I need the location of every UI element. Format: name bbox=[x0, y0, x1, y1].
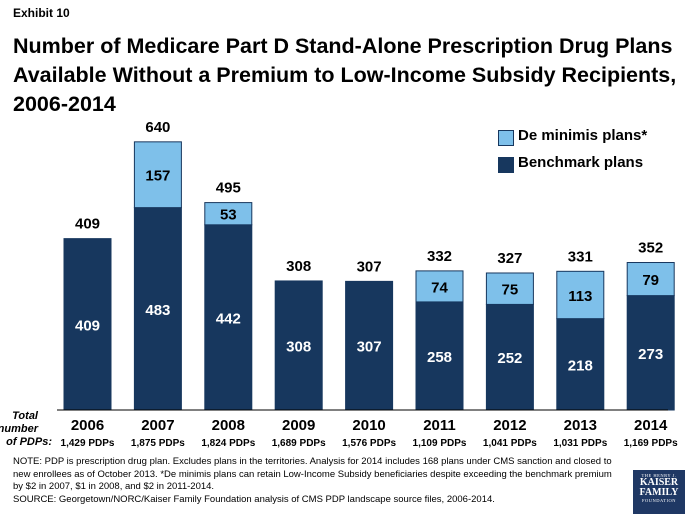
tick-label-2006: 2006 bbox=[71, 417, 104, 434]
labels-group: 409 409 2006 1,429 PDPs 483 157 640 2007 1,875 P… bbox=[61, 119, 679, 449]
bar-benchmark-2014 bbox=[626, 295, 675, 411]
label-benchmark-2007: 483 bbox=[145, 302, 170, 319]
label-de-minimis-2008: 53 bbox=[220, 207, 237, 224]
footnote-note: NOTE: PDP is prescription drug plan. Exc… bbox=[13, 456, 612, 492]
stacked-bar-chart: 409 409 2006 1,429 PDPs 483 157 640 2007 1,875 P… bbox=[0, 119, 679, 449]
label-benchmark-2006: 409 bbox=[75, 317, 100, 334]
label-pdps-2006: 1,429 PDPs bbox=[61, 438, 115, 449]
total-label-line2: number bbox=[0, 423, 39, 435]
legend-label-benchmark: Benchmark plans bbox=[518, 154, 644, 171]
bar-de-minimis-2012 bbox=[485, 272, 534, 305]
bar-benchmark-2008 bbox=[204, 224, 253, 411]
chart-title: Number of Medicare Part D Stand-Alone Pr… bbox=[13, 34, 677, 116]
label-pdps-2013: 1,031 PDPs bbox=[553, 438, 607, 449]
label-de-minimis-2012: 75 bbox=[502, 282, 519, 299]
label-benchmark-2011: 258 bbox=[427, 349, 452, 366]
logo-line2b: FAMILY bbox=[639, 487, 679, 498]
label-total-2011: 332 bbox=[427, 248, 452, 265]
kff-logo: THE HENRY J. KAISER FAMILY FOUNDATION bbox=[633, 470, 685, 514]
label-total-2010: 307 bbox=[357, 258, 382, 275]
label-benchmark-2012: 252 bbox=[497, 350, 522, 367]
label-benchmark-2014: 273 bbox=[638, 346, 663, 363]
label-total-2006: 409 bbox=[75, 216, 100, 233]
label-pdps-2012: 1,041 PDPs bbox=[483, 438, 537, 449]
label-total-2014: 352 bbox=[638, 240, 663, 257]
tick-label-2013: 2013 bbox=[564, 417, 597, 434]
tick-label-2012: 2012 bbox=[493, 417, 526, 434]
tick-label-2008: 2008 bbox=[212, 417, 245, 434]
legend-label-de-minimis: De minimis plans* bbox=[518, 127, 648, 144]
label-de-minimis-2013: 113 bbox=[568, 288, 592, 305]
label-pdps-2010: 1,576 PDPs bbox=[342, 438, 396, 449]
label-de-minimis-2014: 79 bbox=[642, 272, 659, 289]
total-label-line3: of PDPs: bbox=[6, 436, 52, 448]
total-label-line1: Total bbox=[12, 410, 39, 422]
label-benchmark-2010: 307 bbox=[357, 339, 382, 356]
label-pdps-2007: 1,875 PDPs bbox=[131, 438, 185, 449]
label-pdps-2008: 1,824 PDPs bbox=[201, 438, 255, 449]
legend-swatch-benchmark bbox=[498, 157, 514, 173]
bar-de-minimis-2011 bbox=[415, 270, 464, 303]
label-total-2007: 640 bbox=[145, 119, 170, 136]
tick-label-2010: 2010 bbox=[352, 417, 385, 434]
exhibit-label: Exhibit 10 bbox=[13, 6, 70, 20]
logo-line3: FOUNDATION bbox=[642, 498, 676, 503]
bar-benchmark-2013 bbox=[556, 318, 605, 411]
label-benchmark-2008: 442 bbox=[216, 310, 241, 327]
tick-label-2014: 2014 bbox=[634, 417, 668, 434]
logo-line2a: KAISER bbox=[639, 477, 679, 488]
legend-swatch-de-minimis bbox=[498, 130, 514, 146]
label-de-minimis-2011: 74 bbox=[431, 279, 448, 296]
bar-de-minimis-2008 bbox=[204, 202, 253, 226]
bar-de-minimis-2013 bbox=[556, 270, 605, 320]
bar-benchmark-2010 bbox=[345, 280, 394, 411]
label-pdps-2009: 1,689 PDPs bbox=[272, 438, 326, 449]
footnote: NOTE: PDP is prescription drug plan. Exc… bbox=[13, 456, 613, 506]
bars-group bbox=[63, 141, 675, 411]
label-benchmark-2013: 218 bbox=[568, 357, 593, 374]
bar-benchmark-2011 bbox=[415, 301, 464, 411]
label-benchmark-2009: 308 bbox=[286, 338, 311, 355]
bar-benchmark-2006 bbox=[63, 238, 112, 411]
label-total-2013: 331 bbox=[568, 248, 593, 265]
label-de-minimis-2007: 157 bbox=[145, 168, 170, 185]
bar-benchmark-2012 bbox=[485, 303, 534, 411]
tick-label-2007: 2007 bbox=[141, 417, 174, 434]
bar-benchmark-2009 bbox=[274, 280, 323, 411]
label-total-2012: 327 bbox=[497, 250, 522, 267]
label-total-2008: 495 bbox=[216, 180, 241, 197]
label-total-2009: 308 bbox=[286, 258, 311, 275]
logo-line1: THE HENRY J. bbox=[641, 473, 677, 478]
footnote-source: SOURCE: Georgetown/NORC/Kaiser Family Fo… bbox=[13, 493, 495, 505]
label-pdps-2011: 1,109 PDPs bbox=[413, 438, 467, 449]
bar-benchmark-2007 bbox=[133, 207, 182, 411]
label-pdps-2014: 1,169 PDPs bbox=[624, 438, 678, 449]
bar-de-minimis-2007 bbox=[133, 141, 182, 209]
bar-de-minimis-2014 bbox=[626, 262, 675, 297]
tick-label-2009: 2009 bbox=[282, 417, 315, 434]
tick-label-2011: 2011 bbox=[423, 417, 456, 434]
